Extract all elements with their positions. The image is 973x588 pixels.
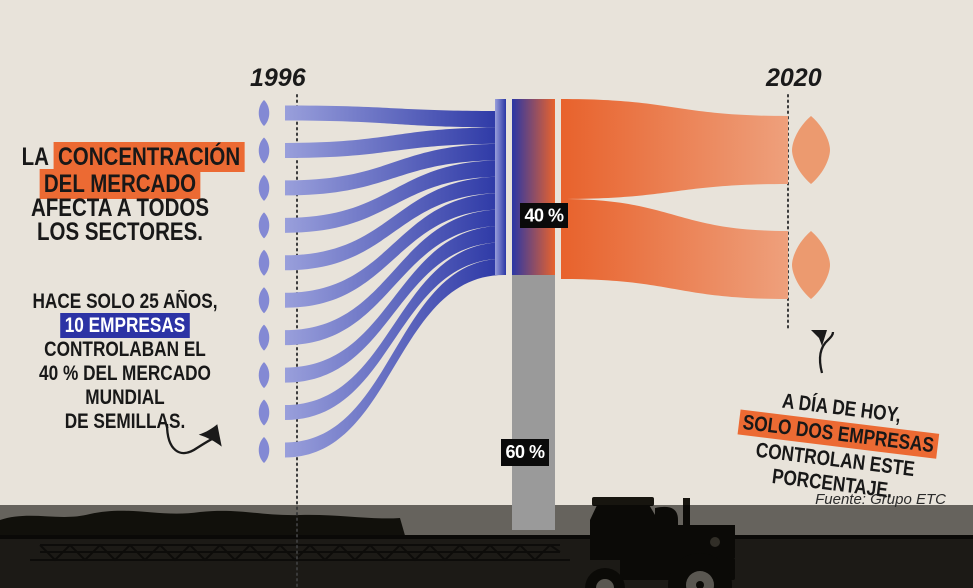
svg-text:60 %: 60 % [505, 442, 545, 462]
svg-text:40 %: 40 % [524, 206, 564, 226]
svg-text:2020: 2020 [765, 64, 822, 92]
svg-text:1996: 1996 [250, 64, 307, 92]
